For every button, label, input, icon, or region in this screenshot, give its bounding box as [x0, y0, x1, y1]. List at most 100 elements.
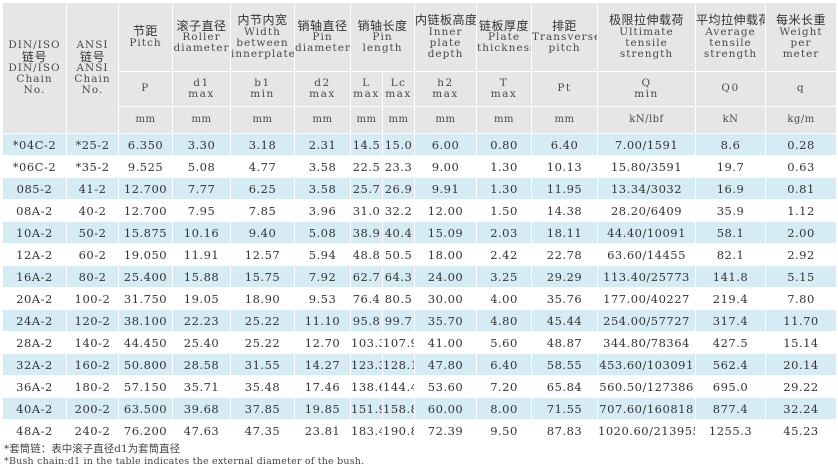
table-cell: 10.13 — [531, 155, 599, 178]
header-din-iso: DIN/ISO 链号 DIN/ISO Chain No. — [2, 2, 67, 134]
table-cell: 151.9 — [350, 397, 383, 420]
table-cell: 12.00 — [414, 199, 478, 222]
table-cell: 32.2 — [381, 199, 416, 222]
table-cell: 31.0 — [350, 199, 383, 222]
table-cell: 2.03 — [476, 221, 533, 244]
symbol-q-weight: q — [765, 71, 838, 107]
table-cell: 63.60/14455 — [597, 243, 697, 266]
table-cell: 16A-2 — [2, 265, 67, 288]
table-cell: 40A-2 — [2, 397, 67, 420]
table-cell: 6.40 — [476, 353, 533, 376]
table-cell: 3.18 — [230, 133, 295, 156]
table-cell: 707.60/160818 — [597, 397, 697, 420]
table-cell: 35.70 — [414, 309, 478, 332]
table-row: 085-2 41-2 12.700 7.77 6.25 3.58 25.7 26.9 9.91 1… — [2, 177, 838, 200]
header-inner-plate-depth: 内链板高度 Inner plate depth — [414, 2, 478, 72]
table-cell: 1.30 — [476, 155, 533, 178]
table-cell: 18.00 — [414, 243, 478, 266]
unit-transverse-pitch: mm — [531, 106, 599, 134]
table-cell: 177.00/40227 — [597, 287, 697, 310]
table-cell: 28.20/6409 — [597, 199, 697, 222]
table-cell: 5.08 — [172, 155, 231, 178]
table-cell: 22.23 — [172, 309, 231, 332]
table-cell: 9.50 — [476, 419, 533, 442]
table-cell: 58.55 — [531, 353, 599, 376]
table-cell: 38.9 — [350, 221, 383, 244]
table-cell: *25-2 — [66, 133, 119, 156]
table-row: 08A-2 40-2 12.700 7.95 7.85 3.96 31.0 32.2 12.00… — [2, 199, 838, 222]
table-cell: 19.7 — [695, 155, 767, 178]
table-cell: 560.50/127386 — [597, 375, 697, 398]
table-cell: 24.00 — [414, 265, 478, 288]
table-cell: 47.80 — [414, 353, 478, 376]
table-cell: 7.92 — [294, 265, 351, 288]
table-cell: 183.4 — [350, 419, 383, 442]
table-cell: 12A-2 — [2, 243, 67, 266]
unit-roller: mm — [172, 106, 231, 134]
table-cell: 190.8 — [381, 419, 416, 442]
table-cell: 23.3 — [381, 155, 416, 178]
table-cell: 453.60/103091 — [597, 353, 697, 376]
header-pitch: 节距 Pitch — [118, 2, 173, 72]
table-cell: 14.5 — [350, 133, 383, 156]
table-cell: 40-2 — [66, 199, 119, 222]
table-cell: 30.00 — [414, 287, 478, 310]
table-cell: 5.08 — [294, 221, 351, 244]
table-cell: 41.00 — [414, 331, 478, 354]
table-cell: 317.4 — [695, 309, 767, 332]
table-cell: 8.00 — [476, 397, 533, 420]
table-cell: 219.4 — [695, 287, 767, 310]
unit-plate-depth: mm — [414, 106, 478, 134]
table-cell: 32A-2 — [2, 353, 67, 376]
table-cell: 7.85 — [230, 199, 295, 222]
table-cell: 240-2 — [66, 419, 119, 442]
table-cell: 28.58 — [172, 353, 231, 376]
table-cell: 22.5 — [350, 155, 383, 178]
table-cell: 4.77 — [230, 155, 295, 178]
table-cell: 0.63 — [765, 155, 838, 178]
table-cell: 95.8 — [350, 309, 383, 332]
table-cell: 08A-2 — [2, 199, 67, 222]
table-cell: 25.40 — [172, 331, 231, 354]
table-row: 20A-2 100-2 31.750 19.05 18.90 9.53 76.4 80.5 30… — [2, 287, 838, 310]
header-plate-thickness: 链板厚度 Plate thickness — [476, 2, 533, 72]
table-cell: 23.81 — [294, 419, 351, 442]
chain-spec-table: DIN/ISO 链号 DIN/ISO Chain No. ANSI 链号 ANS… — [2, 2, 838, 442]
table-row: 28A-2140-244.45025.4025.2212.70103.3107.… — [2, 331, 838, 354]
table-cell: 12.57 — [230, 243, 295, 266]
header-inner-width: 内节内宽 Width between innerplates — [230, 2, 295, 72]
table-cell: 15.875 — [118, 221, 173, 244]
table-cell: 45.23 — [765, 419, 838, 442]
table-cell: 16.9 — [695, 177, 767, 200]
table-cell: 76.4 — [350, 287, 383, 310]
table-cell: 138.6 — [350, 375, 383, 398]
table-row: *04C-2 *25-2 6.350 3.30 3.18 2.31 14.5 15.0 6.00… — [2, 133, 838, 156]
table-cell: 107.9 — [381, 331, 416, 354]
table-cell: 37.85 — [230, 397, 295, 420]
unit-pin-diameter: mm — [294, 106, 351, 134]
table-row: 36A-2180-257.15035.7135.4817.46138.6144.… — [2, 375, 838, 398]
table-cell: 9.525 — [118, 155, 173, 178]
unit-ultimate-strength: kN/lbf — [597, 106, 697, 134]
table-cell: 80.5 — [381, 287, 416, 310]
table-cell: 877.4 — [695, 397, 767, 420]
table-cell: 12.700 — [118, 177, 173, 200]
table-cell: 11.70 — [765, 309, 838, 332]
table-cell: 180-2 — [66, 375, 119, 398]
table-cell: 120-2 — [66, 309, 119, 332]
unit-average-strength: kN — [695, 106, 767, 134]
table-cell: 25.7 — [350, 177, 383, 200]
table-cell: 50.800 — [118, 353, 173, 376]
table-cell: 60-2 — [66, 243, 119, 266]
table-cell: *35-2 — [66, 155, 119, 178]
table-cell: 9.91 — [414, 177, 478, 200]
table-cell: 1.50 — [476, 199, 533, 222]
table-cell: 63.500 — [118, 397, 173, 420]
note-chinese: *套筒链：表中滚子直径d1为套筒直径 — [4, 443, 181, 455]
table-cell: 2.92 — [765, 243, 838, 266]
header-average-strength: 平均拉伸载荷 Average tensile strength — [695, 2, 767, 72]
table-cell: 24A-2 — [2, 309, 67, 332]
header-pin-length: 销轴长度 Pin length — [349, 2, 416, 72]
